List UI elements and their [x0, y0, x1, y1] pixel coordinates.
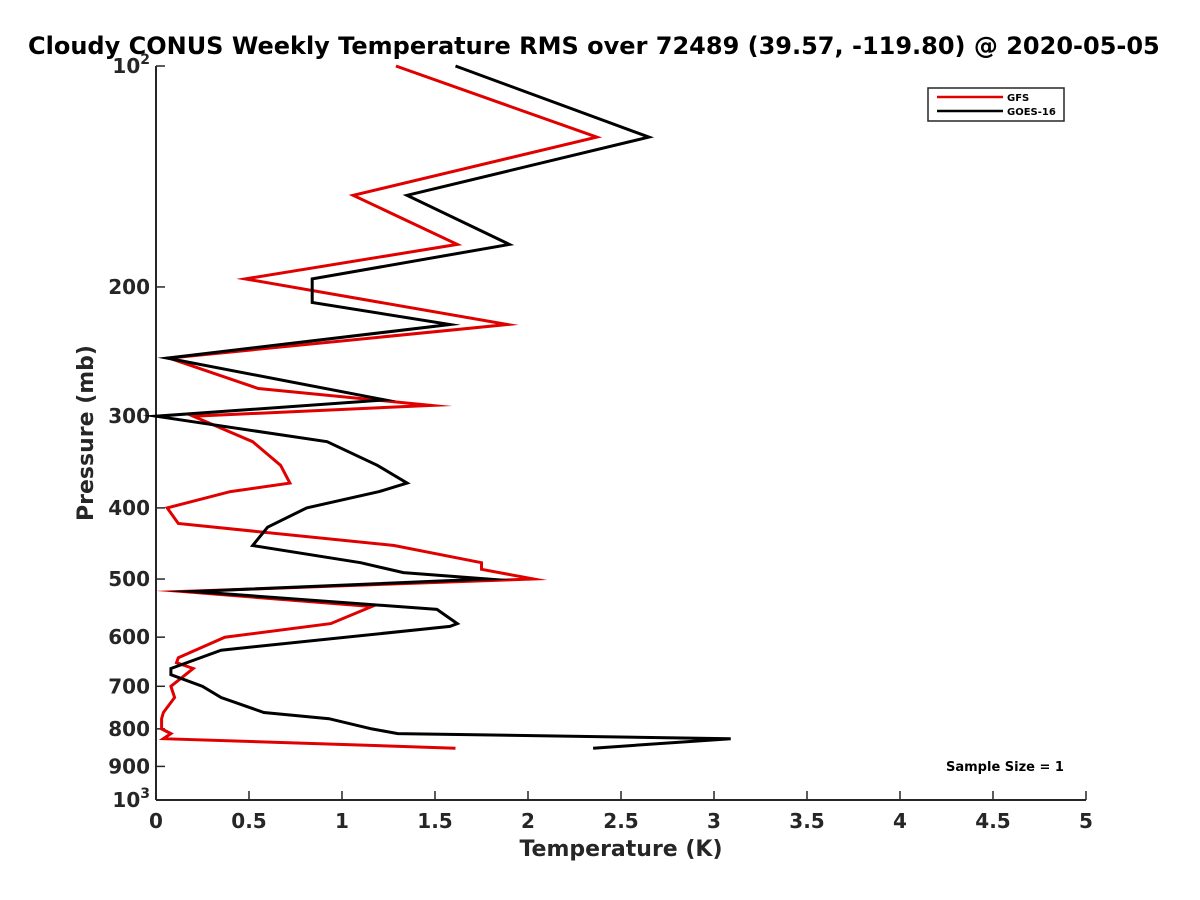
series-line-goes16 [142, 64, 731, 750]
x-tick-label: 1 [335, 809, 349, 833]
x-tick-label: 0 [149, 809, 163, 833]
y-tick-label: 800 [108, 717, 150, 741]
x-tick-label: 2.5 [603, 809, 638, 833]
x-tick-label: 5 [1079, 809, 1093, 833]
chart-title: Cloudy CONUS Weekly Temperature RMS over… [28, 32, 1160, 60]
x-tick-label: 1.5 [417, 809, 452, 833]
x-tick-label: 3 [707, 809, 721, 833]
x-axis-ticks: 0 0.5 1 1.5 2 2.5 3 3.5 4 4.5 5 [149, 791, 1093, 833]
y-axis-label: Pressure (mb) [74, 345, 99, 521]
x-axis-label: Temperature (K) [519, 837, 722, 862]
legend-label-goes16: GOES-16 [1007, 107, 1056, 118]
legend: GFS GOES-16 [927, 87, 1065, 122]
y-tick-label: 500 [108, 567, 150, 591]
plot-axes [155, 66, 1086, 801]
y-tick-label: 600 [108, 625, 150, 649]
y-tick-label: 200 [108, 275, 150, 299]
x-tick-label: 3.5 [789, 809, 824, 833]
x-tick-label: 0.5 [231, 809, 266, 833]
x-tick-label: 4 [893, 809, 907, 833]
y-tick-label: 400 [108, 496, 150, 520]
x-tick-label: 2 [521, 809, 535, 833]
y-tick-label: 900 [108, 754, 150, 778]
legend-box [927, 87, 1065, 122]
y-tick-label: 102 [112, 52, 150, 78]
series-lines [142, 64, 731, 750]
y-tick-label: 700 [108, 674, 150, 698]
y-axis-ticks: 102 200 300 400 500 600 700 800 900 103 [108, 52, 165, 812]
sample-size-annotation: Sample Size = 1 [946, 760, 1064, 775]
series-line-gfs [155, 64, 603, 750]
y-tick-label: 103 [112, 786, 150, 812]
legend-label-gfs: GFS [1007, 93, 1029, 104]
x-tick-label: 4.5 [975, 809, 1010, 833]
y-tick-label: 300 [108, 404, 150, 428]
